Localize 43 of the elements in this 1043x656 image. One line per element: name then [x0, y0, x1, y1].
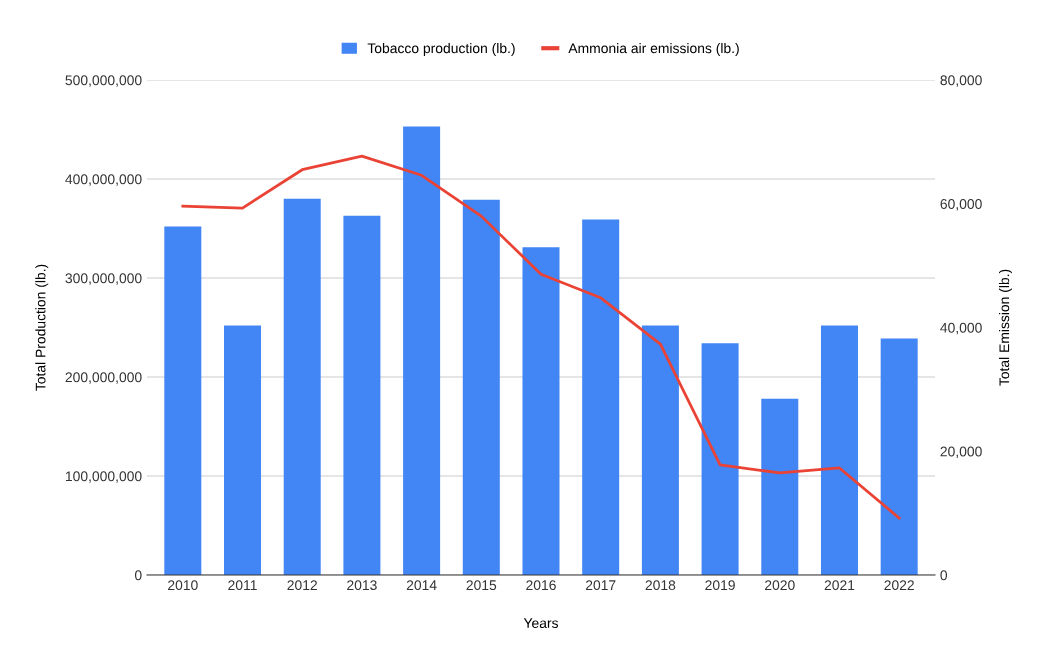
- x-tick-label: 2017: [585, 580, 616, 591]
- y2-tick-label: 60,000: [940, 199, 982, 211]
- bar: [701, 343, 739, 575]
- x-tick-label: 2016: [526, 580, 556, 591]
- x-tick-label: 2012: [287, 580, 317, 591]
- x-tick-label: 2019: [705, 580, 735, 591]
- y2-tick-label: 80,000: [940, 75, 982, 87]
- y2-tick-label: 40,000: [940, 322, 982, 335]
- y-tick-label: 200,000,000: [65, 372, 142, 384]
- y-tick-label: 0: [134, 570, 142, 581]
- bar: [283, 198, 321, 575]
- y-tick-label: 300,000,000: [65, 273, 142, 285]
- x-tick-label: 2020: [765, 580, 795, 591]
- x-tick-label: 2011: [228, 580, 257, 591]
- y-tick-label: 100,000,000: [65, 471, 142, 483]
- bar: [462, 199, 500, 575]
- x-tick-label: 2021: [824, 580, 855, 591]
- bar: [820, 325, 858, 575]
- y-tick-label: 500,000,000: [65, 75, 142, 87]
- y-tick-label: 400,000,000: [65, 174, 142, 186]
- bar: [641, 325, 679, 575]
- legend-label: Ammonia air emissions (lb.): [568, 43, 739, 56]
- bar: [403, 126, 441, 575]
- x-tick-label: 2013: [347, 580, 377, 591]
- x-tick-label: 2018: [645, 580, 676, 591]
- line-series: [181, 154, 901, 520]
- x-tick-label: 2022: [884, 580, 914, 591]
- x-tick-label: 2015: [466, 580, 497, 591]
- x-tick-label: 2010: [168, 580, 198, 591]
- x-tick-label: 2014: [406, 580, 437, 591]
- legend-label: Tobacco production (lb.): [367, 43, 515, 56]
- y2-tick-label: 20,000: [940, 446, 982, 459]
- bar: [343, 215, 381, 575]
- bar: [522, 247, 560, 575]
- bar: [582, 219, 620, 575]
- bar: [224, 325, 262, 575]
- bar: [164, 226, 202, 575]
- y-axis-title: Total Production (lb.): [35, 264, 49, 391]
- x-axis-title: Years: [523, 618, 559, 629]
- bar: [880, 338, 918, 575]
- bar: [761, 398, 799, 575]
- y2-tick-label: 0: [940, 570, 948, 581]
- y2-axis-title: Total Emission (lb.): [999, 269, 1012, 386]
